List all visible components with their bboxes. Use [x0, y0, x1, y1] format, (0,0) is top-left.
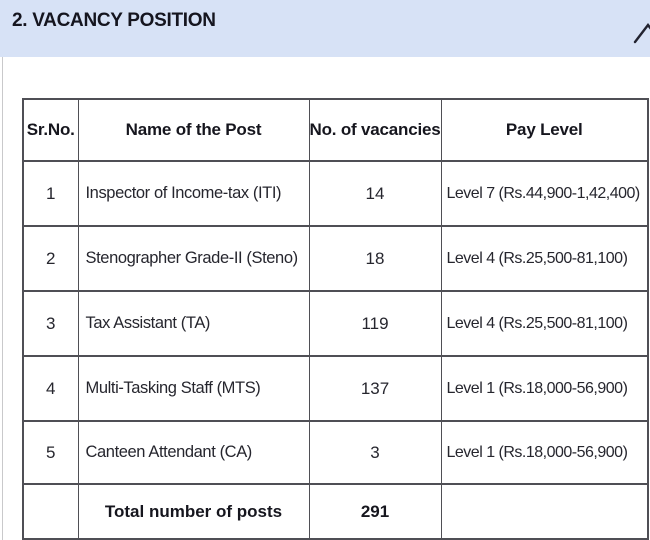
col-header-post-name: Name of the Post: [77, 98, 310, 162]
cell-srno: 4: [22, 355, 79, 422]
col-header-pay-level: Pay Level: [440, 98, 649, 162]
table-row: 4 Multi-Tasking Staff (MTS) 137 Level 1 …: [22, 355, 649, 422]
cell-srno: 1: [22, 160, 79, 227]
cell-vacancies: 137: [308, 355, 442, 422]
cell-post-name: Stenographer Grade-II (Steno): [77, 225, 310, 292]
table-row: 2 Stenographer Grade-II (Steno) 18 Level…: [22, 225, 649, 292]
chevron-up-icon: [632, 23, 650, 49]
cell-pay-level: Level 1 (Rs.18,000-56,900): [440, 420, 649, 485]
total-value: 291: [308, 483, 442, 540]
cell-post-name: Canteen Attendant (CA): [77, 420, 310, 485]
cell-post-name: Multi-Tasking Staff (MTS): [77, 355, 310, 422]
cell-pay-level: Level 1 (Rs.18,000-56,900): [440, 355, 649, 422]
collapse-button[interactable]: [632, 20, 650, 46]
cell-total-empty-pay: [440, 483, 649, 540]
total-label: Total number of posts: [77, 483, 310, 540]
table-total-row: Total number of posts 291: [22, 483, 649, 540]
cell-vacancies: 3: [308, 420, 442, 485]
cell-vacancies: 18: [308, 225, 442, 292]
cell-post-name: Tax Assistant (TA): [77, 290, 310, 357]
col-header-srno: Sr.No.: [22, 98, 79, 162]
cell-post-name: Inspector of Income-tax (ITI): [77, 160, 310, 227]
table-row: 3 Tax Assistant (TA) 119 Level 4 (Rs.25,…: [22, 290, 649, 357]
section-title: 2. VACANCY POSITION: [12, 10, 216, 31]
cell-srno: 2: [22, 225, 79, 292]
cell-srno: 3: [22, 290, 79, 357]
cell-total-empty-sr: [22, 483, 79, 540]
section-header[interactable]: 2. VACANCY POSITION: [0, 0, 650, 57]
cell-pay-level: Level 4 (Rs.25,500-81,100): [440, 290, 649, 357]
table-header-row: Sr.No. Name of the Post No. of vacancies…: [22, 98, 649, 162]
cell-srno: 5: [22, 420, 79, 485]
vacancy-table: Sr.No. Name of the Post No. of vacancies…: [22, 98, 649, 540]
cell-pay-level: Level 4 (Rs.25,500-81,100): [440, 225, 649, 292]
panel-left-border: [2, 57, 3, 540]
table-row: 1 Inspector of Income-tax (ITI) 14 Level…: [22, 160, 649, 227]
table-row: 5 Canteen Attendant (CA) 3 Level 1 (Rs.1…: [22, 420, 649, 485]
cell-vacancies: 14: [308, 160, 442, 227]
cell-pay-level: Level 7 (Rs.44,900-1,42,400): [440, 160, 649, 227]
col-header-vacancies: No. of vacancies: [308, 98, 442, 162]
cell-vacancies: 119: [308, 290, 442, 357]
